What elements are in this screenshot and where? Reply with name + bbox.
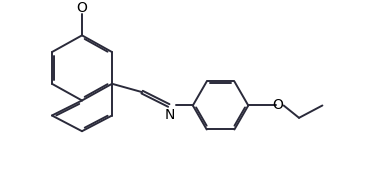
Text: N: N xyxy=(164,108,175,122)
Text: O: O xyxy=(76,1,87,15)
Text: O: O xyxy=(273,98,283,112)
